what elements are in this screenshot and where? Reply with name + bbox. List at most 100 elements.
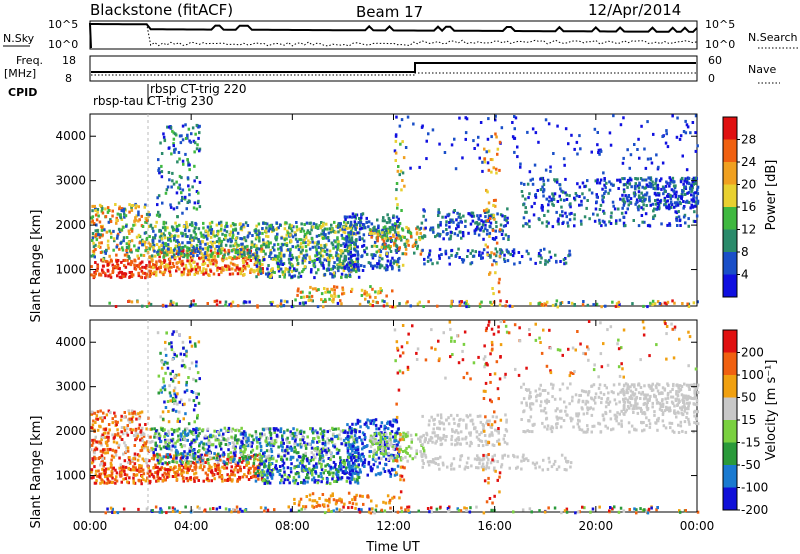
heatmap-cell bbox=[267, 264, 270, 267]
heatmap-cell bbox=[251, 475, 254, 479]
heatmap-cell bbox=[110, 463, 113, 467]
heatmap-cell bbox=[145, 238, 148, 241]
heatmap-cell bbox=[188, 223, 192, 227]
heatmap-cell bbox=[303, 441, 306, 445]
heatmap-cell bbox=[101, 268, 104, 272]
heatmap-cell bbox=[93, 255, 96, 259]
heatmap-cell bbox=[180, 452, 183, 456]
heatmap-cell bbox=[124, 214, 128, 218]
heatmap-cell bbox=[611, 200, 615, 204]
heatmap-cell bbox=[328, 439, 331, 443]
heatmap-cell bbox=[564, 211, 567, 215]
heatmap-cell bbox=[436, 304, 439, 308]
heatmap-cell bbox=[255, 233, 259, 236]
heatmap-cell bbox=[273, 271, 276, 274]
heatmap-cell bbox=[476, 223, 480, 227]
heatmap-cell bbox=[229, 230, 233, 234]
heatmap-cell bbox=[444, 252, 448, 256]
heatmap-cell bbox=[236, 272, 240, 276]
heatmap-cell bbox=[301, 257, 305, 261]
heatmap-cell bbox=[251, 234, 254, 237]
heatmap-cell bbox=[331, 288, 335, 292]
heatmap-cell bbox=[251, 441, 254, 445]
heatmap-cell bbox=[167, 263, 171, 267]
heatmap-cell bbox=[640, 206, 643, 210]
heatmap-cell bbox=[546, 260, 550, 264]
heatmap-cell bbox=[487, 168, 491, 172]
heatmap-cell bbox=[172, 144, 175, 148]
heatmap-cell bbox=[280, 254, 283, 258]
heatmap-cell bbox=[326, 287, 329, 291]
heatmap-cell bbox=[539, 254, 542, 258]
heatmap-cell bbox=[317, 268, 320, 272]
heatmap-cell bbox=[672, 189, 676, 193]
heatmap-cell bbox=[497, 281, 501, 285]
heatmap-cell bbox=[265, 272, 268, 276]
heatmap-cell bbox=[165, 472, 168, 476]
heatmap-cell bbox=[354, 213, 357, 217]
heatmap-cell bbox=[431, 228, 435, 232]
heatmap-cell bbox=[133, 244, 136, 248]
heatmap-cell bbox=[132, 481, 135, 485]
heatmap-cell bbox=[153, 435, 156, 439]
heatmap-cell bbox=[229, 237, 232, 241]
heatmap-cell bbox=[613, 207, 617, 211]
heatmap-cell bbox=[637, 137, 640, 141]
heatmap-cell bbox=[221, 465, 224, 469]
heatmap-cell bbox=[457, 247, 460, 251]
heatmap-cell bbox=[450, 143, 454, 147]
heatmap-cell bbox=[221, 434, 224, 438]
heatmap-cell bbox=[209, 249, 213, 253]
heatmap-cell bbox=[575, 194, 579, 198]
heatmap-cell bbox=[302, 456, 305, 460]
heatmap-cell bbox=[557, 222, 560, 226]
heatmap-cell bbox=[137, 233, 141, 237]
heatmap-cell bbox=[371, 304, 374, 308]
heatmap-cell bbox=[106, 268, 110, 272]
heatmap-cell bbox=[488, 235, 491, 238]
heatmap-cell bbox=[137, 256, 140, 260]
heatmap-cell bbox=[207, 445, 211, 449]
heatmap-cell bbox=[320, 246, 323, 250]
heatmap-cell bbox=[341, 236, 344, 240]
heatmap-cell bbox=[140, 437, 144, 441]
heatmap-cell bbox=[196, 262, 199, 266]
heatmap-cell bbox=[627, 203, 630, 207]
heatmap-cell bbox=[628, 166, 631, 170]
heatmap-cell bbox=[355, 263, 358, 267]
heatmap-cell bbox=[180, 434, 183, 438]
heatmap-cell bbox=[627, 178, 631, 182]
heatmap-cell bbox=[687, 182, 691, 186]
heatmap-cell bbox=[249, 442, 252, 446]
heatmap-cell bbox=[195, 176, 199, 179]
heatmap-cell bbox=[687, 190, 691, 194]
heatmap-cell bbox=[115, 218, 118, 222]
heatmap-cell bbox=[204, 453, 207, 457]
heatmap-cell bbox=[574, 192, 578, 195]
heatmap-cell bbox=[171, 460, 174, 463]
heatmap-cell bbox=[136, 434, 140, 438]
heatmap-cell bbox=[174, 471, 177, 475]
heatmap-cell bbox=[693, 204, 697, 208]
heatmap-cell bbox=[200, 234, 203, 238]
heatmap-cell bbox=[243, 300, 246, 304]
heatmap-cell bbox=[150, 254, 154, 258]
heatmap-cell bbox=[199, 460, 202, 464]
heatmap-cell bbox=[188, 168, 191, 172]
heatmap-cell bbox=[258, 436, 262, 440]
heatmap-cell bbox=[611, 183, 615, 187]
heatmap-cell bbox=[491, 213, 494, 217]
heatmap-cell bbox=[115, 245, 118, 249]
heatmap-cell bbox=[248, 471, 252, 475]
heatmap-cell bbox=[373, 240, 377, 244]
heatmap-cell bbox=[484, 210, 487, 214]
heatmap-cell bbox=[490, 251, 493, 255]
heatmap-cell bbox=[389, 259, 393, 263]
heatmap-cell bbox=[223, 463, 226, 467]
heatmap-cell bbox=[507, 250, 510, 254]
heatmap-cell bbox=[183, 228, 187, 232]
heatmap-cell bbox=[549, 169, 552, 173]
heatmap-cell bbox=[115, 260, 119, 263]
heatmap-cell bbox=[202, 260, 205, 264]
heatmap-cell bbox=[646, 157, 650, 161]
